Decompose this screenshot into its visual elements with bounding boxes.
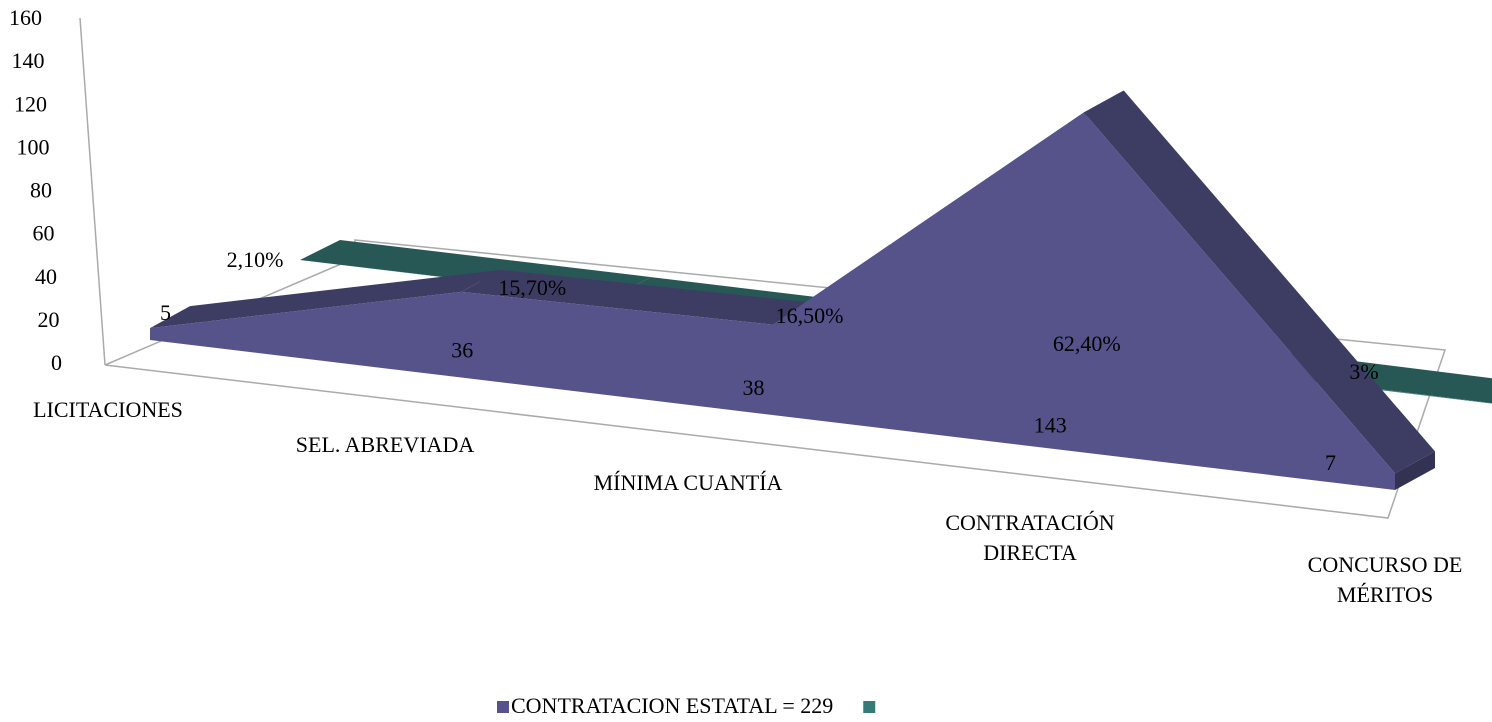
y-tick-label: 0: [51, 350, 62, 375]
x-tick-label: CONTRATACIÓN DIRECTA: [945, 510, 1115, 565]
y-tick-label: 100: [17, 134, 50, 159]
y-tick-label: 60: [33, 221, 55, 246]
legend-label: CONTRATACION ESTATAL = 229: [511, 693, 833, 718]
legend-swatch: [863, 701, 876, 713]
data-label: 7: [1325, 450, 1336, 475]
data-label: 15,70%: [498, 275, 566, 300]
x-tick-label: MÍNIMA CUANTÍA: [593, 470, 783, 495]
data-label: 62,40%: [1053, 331, 1121, 356]
y-tick-label: 140: [12, 48, 45, 73]
y-tick-label: 20: [38, 307, 60, 332]
data-label: 5: [160, 300, 171, 325]
y-tick-label: 40: [35, 264, 57, 289]
area-top: [1083, 90, 1435, 474]
data-label: 2,10%: [227, 247, 284, 272]
area-top: [150, 269, 502, 329]
y-tick-label: 160: [9, 5, 42, 30]
legend-swatch: [497, 701, 509, 713]
y-tick-label: 120: [14, 91, 47, 116]
data-label: 16,50%: [776, 303, 844, 328]
area: [150, 112, 1395, 490]
area-top: [461, 269, 813, 325]
data-label: 3%: [1349, 359, 1378, 384]
data-label: 143: [1034, 413, 1067, 438]
data-label: 38: [743, 375, 765, 400]
data-label: 36: [451, 338, 473, 363]
y-axis: [79, 17, 106, 366]
y-tick-label: 80: [30, 178, 52, 203]
x-tick-label: SEL. ABREVIADA: [295, 432, 475, 457]
x-tick-label: CONCURSO DE MÉRITOS: [1307, 552, 1463, 607]
x-tick-label: LICITACIONES: [33, 397, 183, 422]
area-end: [1395, 451, 1435, 490]
